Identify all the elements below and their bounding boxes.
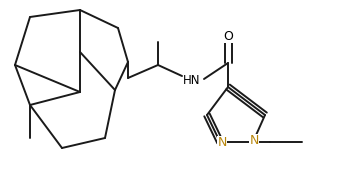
Text: N: N [217,137,227,150]
Text: N: N [249,135,259,147]
Text: O: O [223,29,233,42]
Text: HN: HN [183,74,201,87]
